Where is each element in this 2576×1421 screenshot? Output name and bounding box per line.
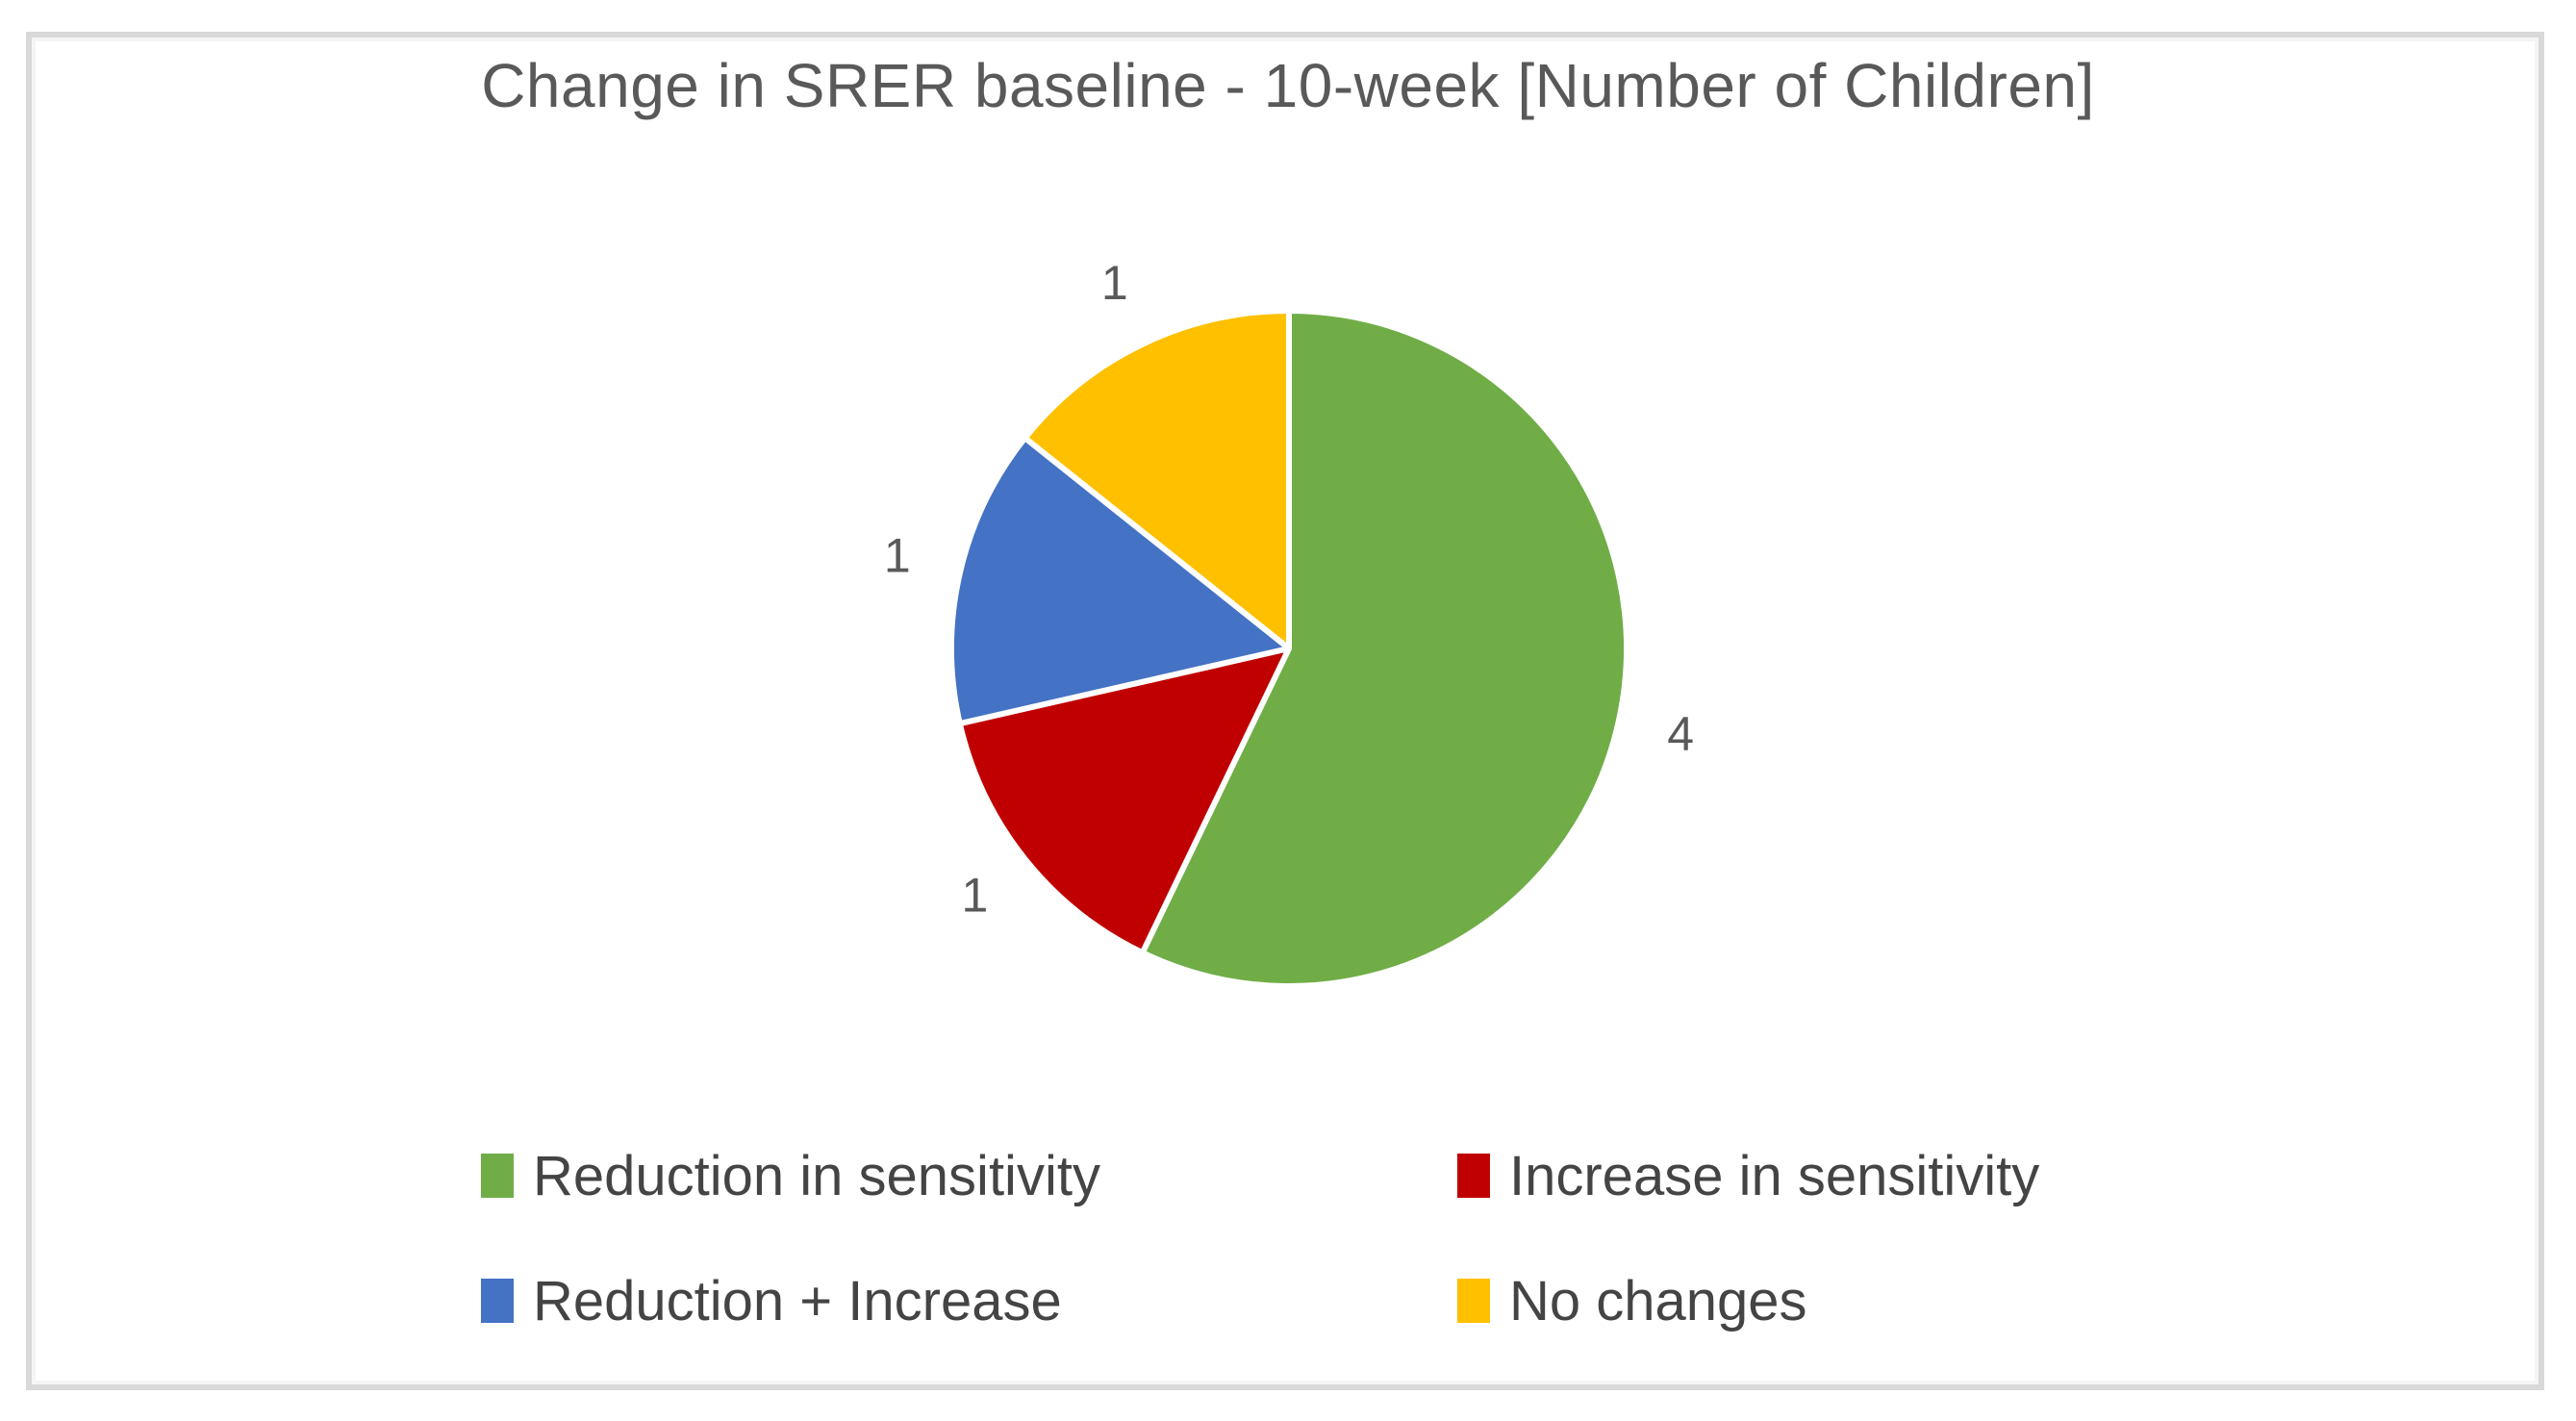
data-label: 1 xyxy=(884,528,911,582)
chart-title: Change in SRER baseline - 10-week [Numbe… xyxy=(481,51,2095,120)
data-label: 1 xyxy=(1101,256,1128,310)
pie-slice-reduction-increase xyxy=(948,435,1292,727)
pie-slice-no-changes xyxy=(1022,308,1292,651)
data-label: 4 xyxy=(1667,707,1694,761)
pie-slice-reduction-in-sensitivity xyxy=(1139,308,1629,989)
data-label: 1 xyxy=(961,869,988,923)
pie-slice-increase-in-sensitivity xyxy=(956,646,1292,956)
